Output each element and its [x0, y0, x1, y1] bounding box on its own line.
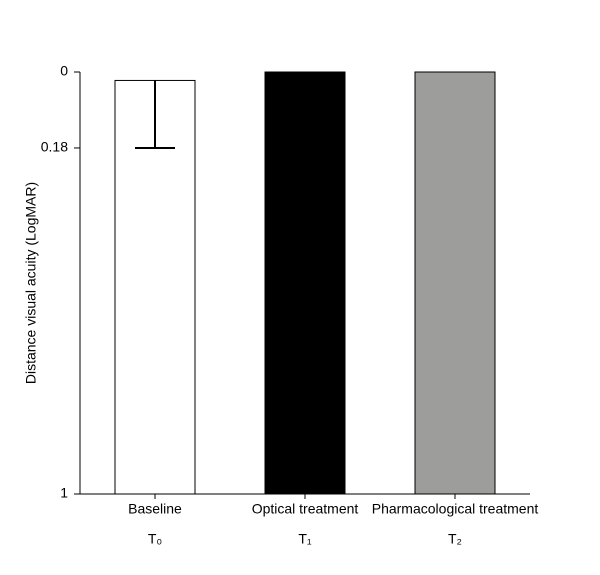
y-axis-label: Distance visual acuity (LogMAR)	[23, 182, 39, 384]
bar	[114, 79, 196, 495]
y-tick-label: 0	[60, 63, 68, 79]
x-tick-label: Pharmacological treatment	[372, 501, 539, 517]
x-tick-label: Optical treatment	[252, 501, 359, 517]
x-tick-sublabel: T₀	[148, 531, 163, 547]
x-tick-sublabel: T₁	[298, 531, 312, 547]
x-tick-sublabel: T₂	[448, 531, 462, 547]
x-tick-label: Baseline	[128, 501, 182, 517]
bar	[414, 71, 496, 495]
y-tick-label: 1	[60, 485, 68, 501]
y-tick-label: 0.18	[41, 139, 68, 155]
bar	[264, 71, 346, 495]
